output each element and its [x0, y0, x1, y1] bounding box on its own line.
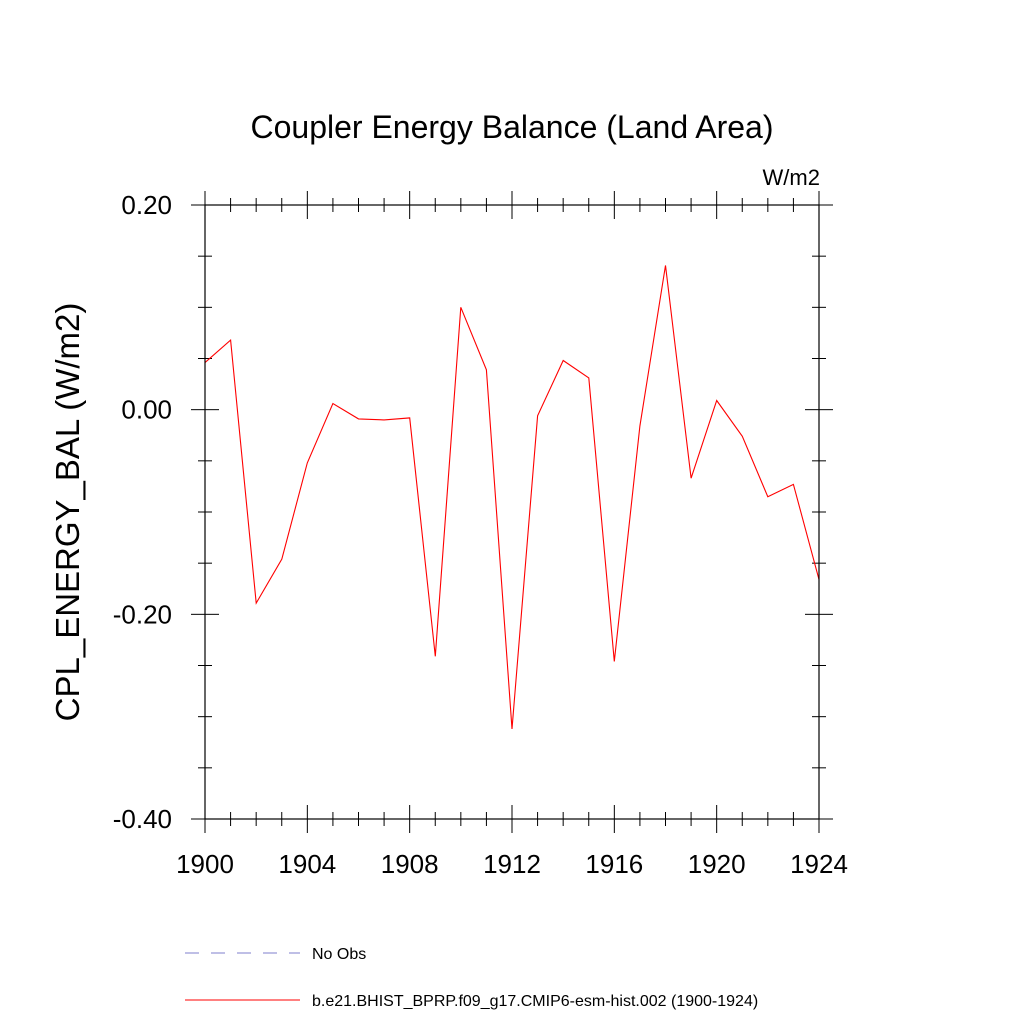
chart-title: Coupler Energy Balance (Land Area): [251, 109, 774, 145]
x-tick-label: 1912: [483, 849, 541, 879]
data-series: [204, 265, 820, 729]
x-tick-label: 1916: [585, 849, 643, 879]
legend: No Obs b.e21.BHIST_BPRP.f09_g17.CMIP6-es…: [185, 946, 758, 1010]
units-label: W/m2: [763, 165, 820, 190]
plot-frame: [204, 204, 820, 820]
x-tick-label: 1920: [688, 849, 746, 879]
legend-label-no-obs: No Obs: [312, 946, 366, 963]
y-tick-label: 0.00: [121, 395, 172, 425]
y-tick-label: -0.40: [113, 804, 172, 834]
x-tick-labels: 1900 1904 1908 1912 1916 1920 1924: [176, 849, 848, 879]
y-tick-label: 0.20: [121, 190, 172, 220]
x-tick-label: 1900: [176, 849, 234, 879]
y-axis-label: CPL_ENERGY_BAL (W/m2): [49, 303, 86, 722]
x-tick-label: 1904: [278, 849, 336, 879]
legend-label-series: b.e21.BHIST_BPRP.f09_g17.CMIP6-esm-hist.…: [312, 993, 758, 1010]
x-tick-label: 1908: [381, 849, 439, 879]
y-tick-labels: -0.40 -0.20 0.00 0.20: [113, 190, 172, 834]
series-line: [204, 265, 820, 729]
x-tick-label: 1924: [790, 849, 848, 879]
y-tick-label: -0.20: [113, 599, 172, 629]
axis-ticks: [191, 191, 833, 833]
